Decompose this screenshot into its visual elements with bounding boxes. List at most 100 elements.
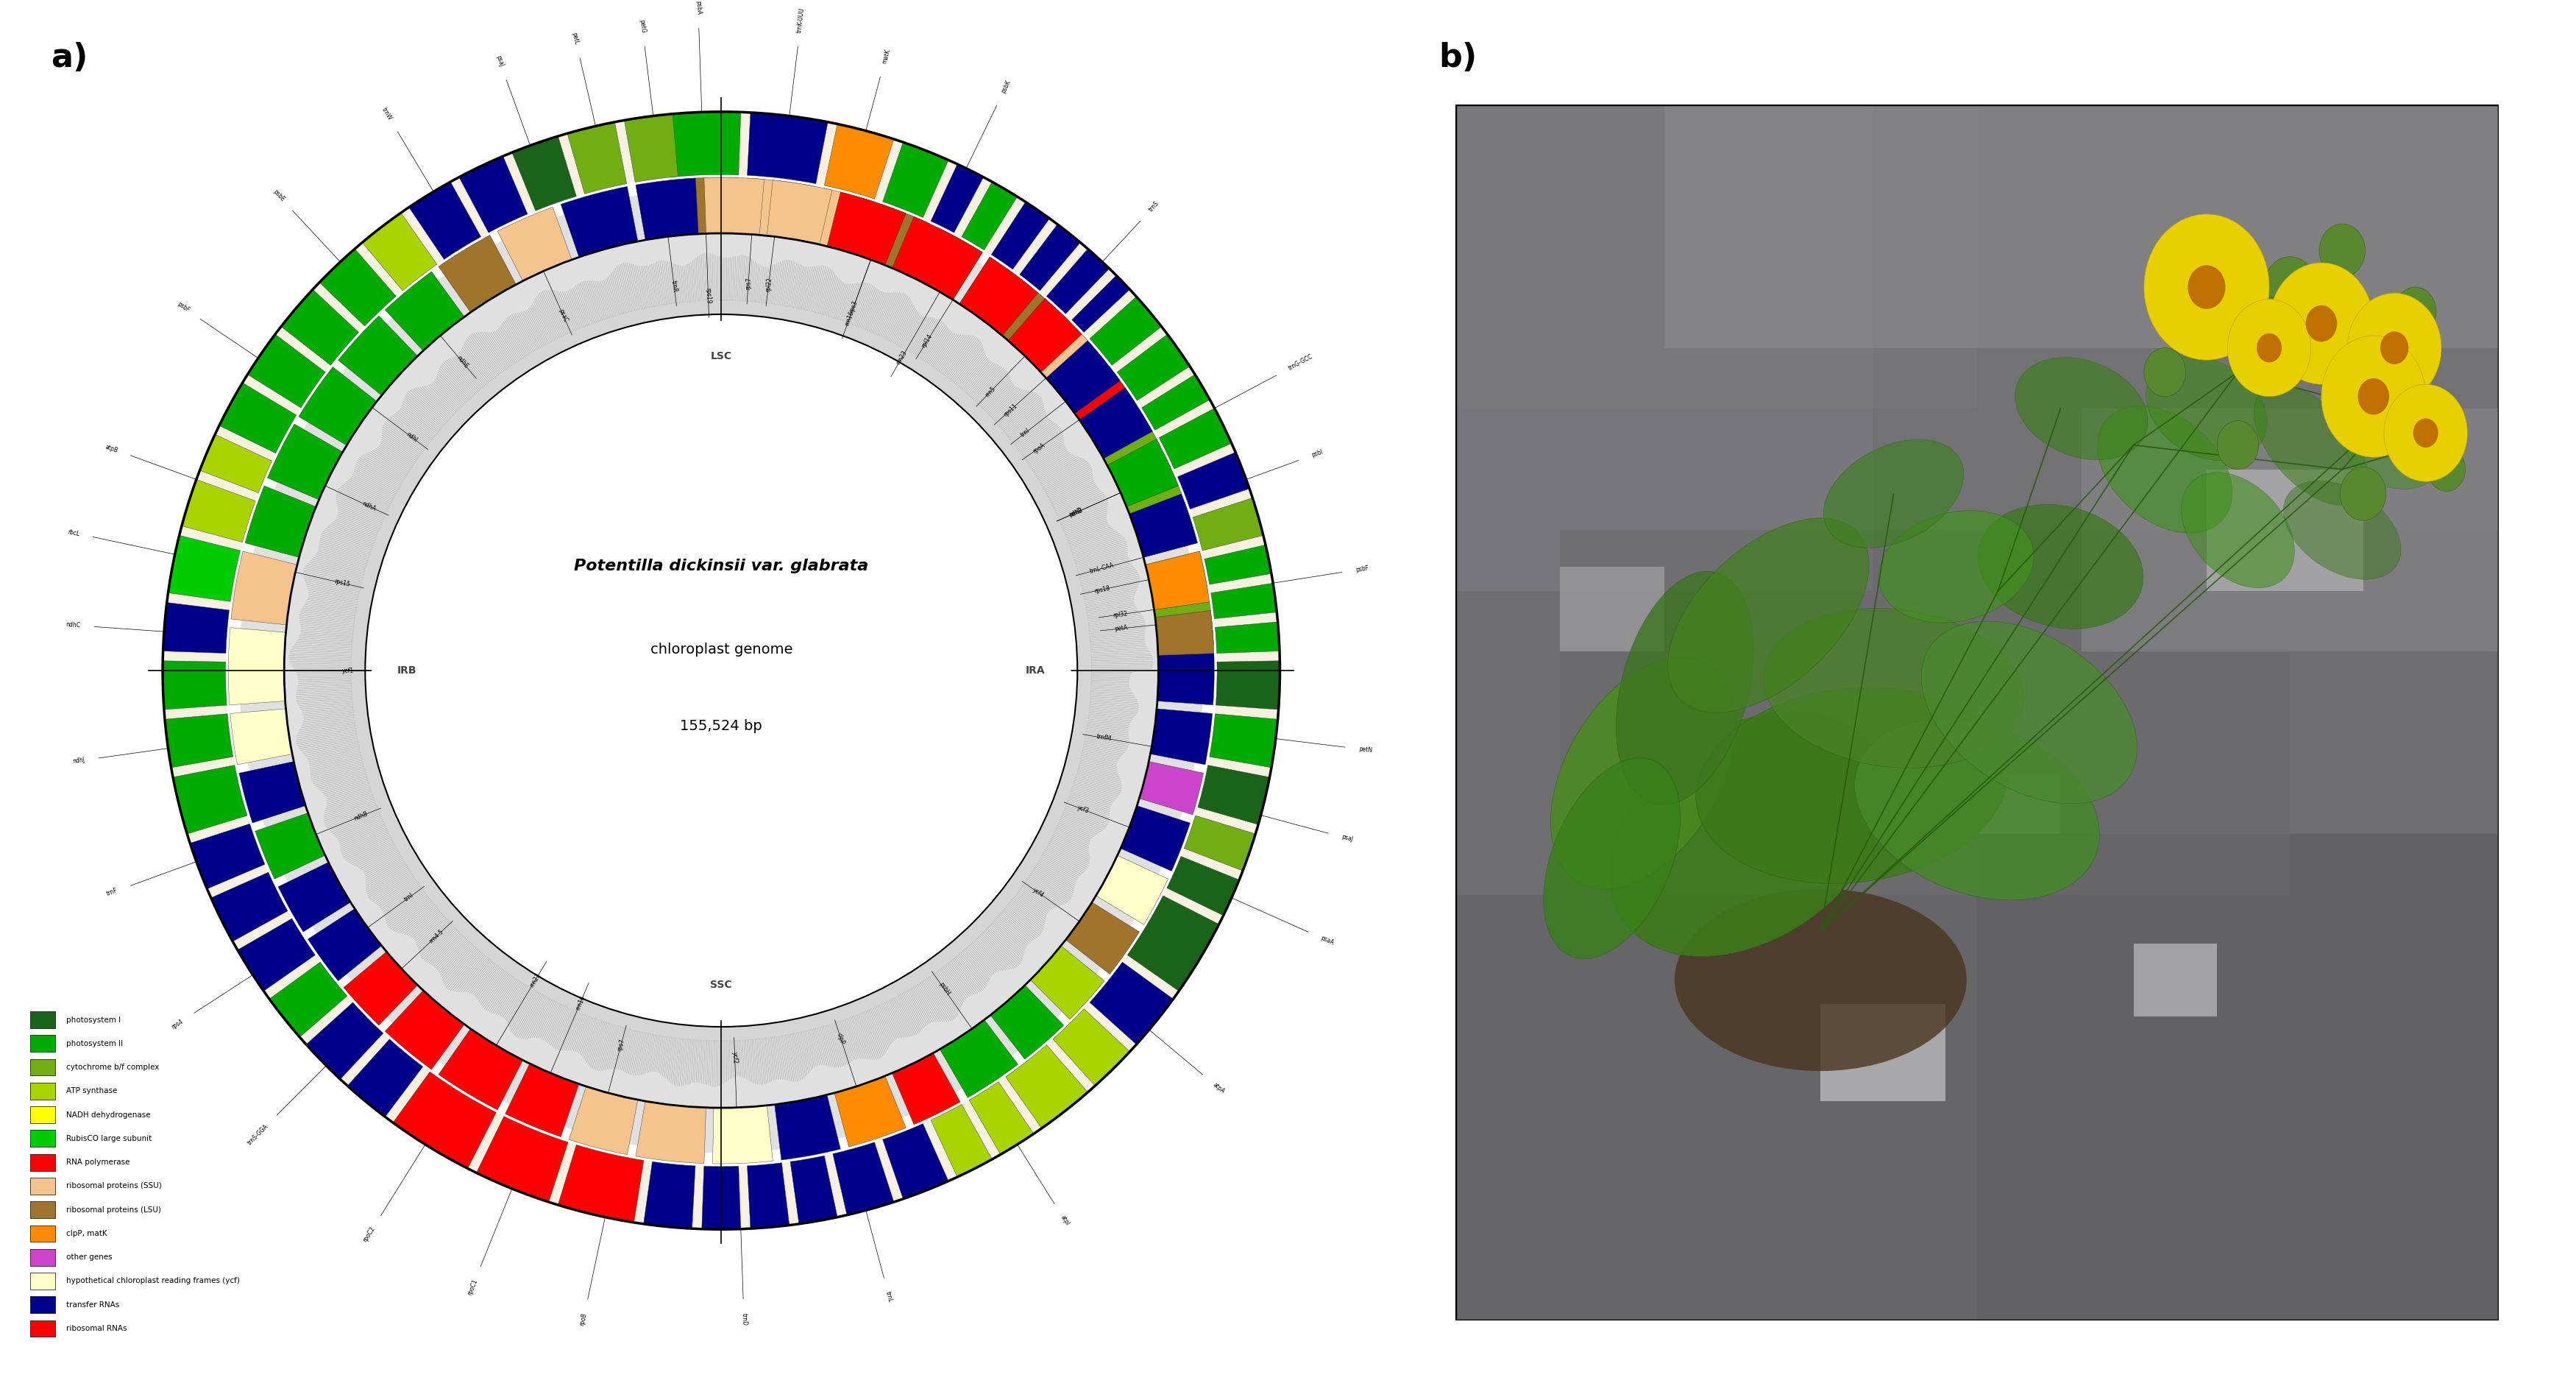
Circle shape bbox=[2393, 286, 2437, 335]
Ellipse shape bbox=[1551, 657, 1736, 890]
Text: trnS: trnS bbox=[1146, 200, 1159, 214]
Wedge shape bbox=[1128, 895, 1218, 990]
Text: rrn16: rrn16 bbox=[574, 995, 587, 1011]
Ellipse shape bbox=[2182, 472, 2295, 588]
Text: clpP, matK: clpP, matK bbox=[67, 1229, 108, 1238]
Wedge shape bbox=[1090, 963, 1172, 1045]
Text: rps15: rps15 bbox=[332, 578, 350, 588]
Wedge shape bbox=[240, 761, 307, 823]
Text: petA: petA bbox=[1113, 624, 1128, 633]
Text: rps11: rps11 bbox=[1002, 402, 1018, 418]
Text: rrn23: rrn23 bbox=[528, 972, 541, 988]
Wedge shape bbox=[884, 142, 948, 218]
Wedge shape bbox=[969, 1081, 1033, 1154]
Text: rpoA: rpoA bbox=[1030, 441, 1046, 454]
Wedge shape bbox=[1118, 334, 1190, 401]
Circle shape bbox=[366, 314, 1077, 1027]
Text: psbA: psbA bbox=[696, 0, 701, 14]
Wedge shape bbox=[930, 1104, 992, 1178]
Wedge shape bbox=[747, 113, 827, 184]
Text: rbcL: rbcL bbox=[67, 528, 80, 538]
Text: psaJ: psaJ bbox=[1342, 834, 1355, 844]
Wedge shape bbox=[1072, 275, 1131, 332]
Wedge shape bbox=[1007, 299, 1082, 373]
Wedge shape bbox=[824, 124, 894, 198]
Wedge shape bbox=[1108, 439, 1177, 507]
Wedge shape bbox=[219, 383, 296, 453]
Wedge shape bbox=[1211, 714, 1278, 767]
Wedge shape bbox=[958, 257, 1030, 331]
Wedge shape bbox=[505, 1063, 580, 1137]
Bar bbox=[1558, 531, 2290, 895]
Text: trnS-GGA: trnS-GGA bbox=[247, 1123, 270, 1146]
Wedge shape bbox=[167, 535, 240, 602]
Bar bbox=[31, 1011, 54, 1028]
Wedge shape bbox=[1151, 708, 1213, 764]
Text: ribosomal proteins (LSU): ribosomal proteins (LSU) bbox=[67, 1206, 162, 1214]
Bar bbox=[31, 1106, 54, 1123]
Text: psbK: psbK bbox=[999, 80, 1012, 95]
Wedge shape bbox=[832, 1143, 894, 1215]
Wedge shape bbox=[1046, 249, 1110, 314]
Wedge shape bbox=[1216, 661, 1280, 710]
Wedge shape bbox=[384, 990, 464, 1070]
Bar bbox=[31, 1296, 54, 1313]
Wedge shape bbox=[567, 122, 626, 194]
Text: psaC: psaC bbox=[556, 309, 569, 324]
Text: matK: matK bbox=[881, 47, 891, 64]
Text: a): a) bbox=[52, 42, 88, 74]
Wedge shape bbox=[229, 708, 291, 764]
Wedge shape bbox=[245, 486, 317, 557]
Text: rps3: rps3 bbox=[848, 299, 858, 313]
Wedge shape bbox=[644, 1162, 696, 1228]
Wedge shape bbox=[165, 714, 232, 767]
Wedge shape bbox=[201, 434, 273, 493]
Wedge shape bbox=[363, 212, 438, 291]
Wedge shape bbox=[562, 186, 639, 257]
Wedge shape bbox=[961, 182, 1018, 250]
Wedge shape bbox=[1154, 602, 1213, 648]
Bar bbox=[31, 1273, 54, 1289]
Wedge shape bbox=[497, 207, 572, 281]
Circle shape bbox=[240, 189, 1203, 1153]
Wedge shape bbox=[884, 1123, 948, 1199]
Circle shape bbox=[2218, 420, 2259, 469]
Wedge shape bbox=[232, 552, 296, 624]
Text: psbF: psbF bbox=[175, 300, 191, 314]
Bar bbox=[1978, 834, 2499, 1320]
Wedge shape bbox=[307, 1003, 384, 1080]
Wedge shape bbox=[319, 249, 397, 326]
Bar bbox=[1978, 774, 2061, 834]
Ellipse shape bbox=[1855, 719, 2099, 900]
Wedge shape bbox=[662, 112, 742, 177]
Circle shape bbox=[2339, 467, 2385, 521]
Ellipse shape bbox=[1878, 510, 2032, 623]
Text: petN: petN bbox=[1358, 746, 1373, 754]
Wedge shape bbox=[989, 985, 1064, 1059]
Bar bbox=[31, 1154, 54, 1171]
Text: ycf3: ycf3 bbox=[1077, 805, 1090, 814]
Circle shape bbox=[371, 321, 1072, 1020]
Wedge shape bbox=[1177, 453, 1249, 509]
Wedge shape bbox=[701, 1166, 742, 1229]
Wedge shape bbox=[459, 156, 528, 233]
Bar bbox=[1455, 105, 1873, 591]
Text: trnD: trnD bbox=[739, 1313, 747, 1326]
Wedge shape bbox=[1206, 545, 1273, 584]
Wedge shape bbox=[1128, 493, 1198, 557]
Wedge shape bbox=[1193, 497, 1262, 550]
Bar bbox=[31, 1178, 54, 1194]
Bar bbox=[31, 1035, 54, 1052]
Text: 155,524 bp: 155,524 bp bbox=[680, 719, 762, 733]
Text: rrn4.5: rrn4.5 bbox=[428, 928, 446, 944]
Wedge shape bbox=[1146, 552, 1208, 602]
Text: rrn23: rrn23 bbox=[894, 349, 909, 366]
Wedge shape bbox=[569, 1087, 639, 1155]
Text: rps18: rps18 bbox=[1095, 585, 1110, 595]
Bar bbox=[31, 1320, 54, 1337]
Bar bbox=[1455, 105, 1978, 408]
Bar bbox=[2208, 469, 2362, 591]
Wedge shape bbox=[237, 919, 314, 990]
Text: ycf4: ycf4 bbox=[1030, 887, 1046, 898]
Ellipse shape bbox=[1610, 711, 1886, 957]
